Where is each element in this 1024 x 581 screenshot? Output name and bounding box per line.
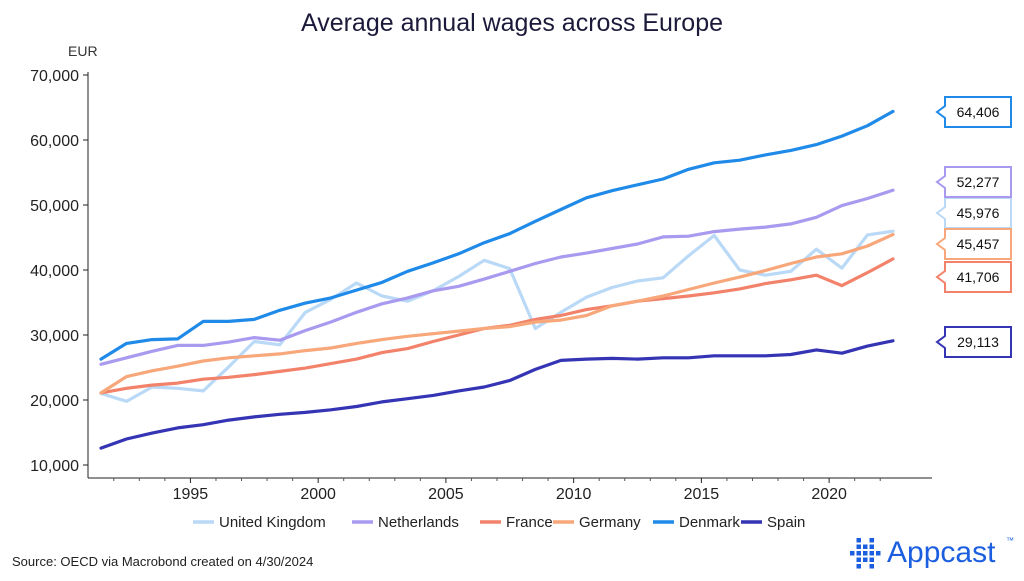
end-label-value: 41,706 [957, 269, 1000, 285]
end-label-box [935, 96, 1012, 128]
legend-item-spain: Spain [741, 514, 805, 531]
end-label-denmark: 64,406 [935, 96, 1012, 128]
y-tick-label: 30,000 [30, 328, 79, 345]
brand-dot [856, 551, 861, 556]
axes: 10,000 20,000 30,000 40,000 50,000 60,000 70,0… [30, 68, 932, 503]
y-tick-label: 10,000 [30, 458, 79, 475]
brand-dot [863, 551, 868, 556]
legend-item-netherlands: Netherlands [352, 514, 459, 531]
end-label-box [935, 166, 1012, 198]
legend-label: Netherlands [378, 514, 459, 531]
brand-dots-icon [850, 538, 881, 569]
end-label-box [935, 197, 1012, 229]
brand-dot [869, 544, 874, 549]
end-label-france: 41,706 [935, 261, 1012, 293]
legend-item-germany: Germany [553, 514, 641, 531]
y-tick-label: 70,000 [30, 68, 79, 85]
legend-item-france: France [480, 514, 553, 531]
legend-label: Spain [767, 514, 805, 531]
x-tick-label: 2015 [684, 486, 720, 503]
x-tick-label: 2010 [556, 486, 592, 503]
end-label-spain: 29,113 [935, 326, 1012, 358]
brand-trademark: ™ [1006, 536, 1014, 545]
end-label-germany: 45,457 [935, 228, 1012, 260]
brand-dot [869, 551, 874, 556]
end-label-value: 45,457 [957, 236, 1000, 252]
end-label-united-kingdom: 45,976 [935, 197, 1012, 229]
legend-item-denmark: Denmark [653, 514, 740, 531]
series-line-netherlands [99, 188, 895, 366]
series-line-denmark [99, 109, 895, 361]
series-line-united-kingdom [99, 229, 895, 403]
series-line-spain [99, 339, 895, 450]
y-tick-label: 50,000 [30, 198, 79, 215]
legend-item-united-kingdom: United Kingdom [193, 514, 326, 531]
end-label-box [935, 228, 1012, 260]
y-tick-label: 60,000 [30, 133, 79, 150]
brand-dot [869, 564, 874, 569]
x-tick-label: 2000 [300, 486, 336, 503]
brand-dot [869, 557, 874, 562]
end-labels: 45,976 52,277 41,706 45,457 64,406 29,113 [935, 96, 1012, 358]
x-tick-label: 2005 [428, 486, 464, 503]
brand-dot [869, 538, 874, 543]
legend-label: France [506, 514, 553, 531]
brand-dot [850, 551, 855, 556]
brand-dot [863, 557, 868, 562]
end-label-value: 29,113 [957, 334, 999, 350]
source-note: Source: OECD via Macrobond created on 4/… [12, 554, 313, 569]
brand-dot [856, 538, 861, 543]
y-tick-label: 20,000 [30, 393, 79, 410]
brand-dot [856, 557, 861, 562]
brand-dot [863, 544, 868, 549]
end-label-netherlands: 52,277 [935, 166, 1012, 198]
legend-label: United Kingdom [219, 514, 326, 531]
series-line-germany [99, 232, 895, 395]
brand-dot [856, 544, 861, 549]
y-tick-label: 40,000 [30, 263, 79, 280]
brand-logo: Appcast ™ [850, 536, 1014, 569]
x-tick-label: 1995 [173, 486, 209, 503]
brand-dot [876, 551, 881, 556]
series-layer [99, 109, 895, 450]
end-label-value: 64,406 [957, 104, 1000, 120]
brand-name: Appcast [887, 536, 996, 569]
legend: United Kingdom Netherlands France Germany De… [193, 514, 805, 531]
brand-dot [856, 564, 861, 569]
y-axis-unit: EUR [68, 43, 98, 59]
x-tick-label: 2020 [811, 486, 847, 503]
legend-label: Germany [579, 514, 641, 531]
end-label-value: 45,976 [957, 205, 1000, 221]
end-label-box [935, 326, 1012, 358]
end-label-box [935, 261, 1012, 293]
end-label-value: 52,277 [957, 174, 1000, 190]
chart-title: Average annual wages across Europe [301, 9, 723, 37]
legend-label: Denmark [679, 514, 740, 531]
series-line-france [99, 257, 895, 395]
